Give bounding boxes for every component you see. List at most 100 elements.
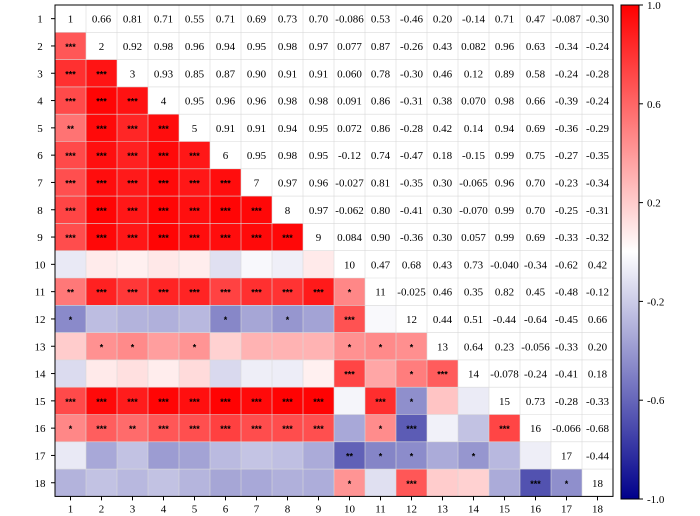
y-tick-label: 18 [35,478,47,490]
grid-layer [54,4,614,497]
heatmap-cell-11-4 [148,278,179,306]
heatmap-cell-3-7 [241,59,272,87]
significance-stars: *** [65,233,76,243]
heatmap-cell-11-8 [272,278,303,306]
heatmap-cell-14-1 [55,359,86,388]
heatmap-cell-7-4 [148,168,179,197]
y-tick-label: 6 [37,150,43,162]
heatmap-cell-1-9 [303,5,334,33]
x-tick-label: 10 [344,503,356,515]
heatmap-cell-12-4 [148,305,179,333]
correlation-value: 0.94 [216,41,236,53]
heatmap-cell-2-12 [396,32,427,60]
heatmap-cell-11-14 [458,278,489,306]
correlation-value: 0.96 [185,41,205,53]
significance-stars: *** [65,97,76,107]
heatmap-cell-8-14 [458,196,489,224]
correlation-value: 0.66 [588,314,608,326]
heatmap-cell-18-12 [396,469,427,497]
correlation-value: -0.066 [552,423,581,435]
correlation-value: -0.62 [555,259,578,271]
heatmap-cell-15-9 [303,387,334,415]
significance-stars: *** [127,124,138,134]
heatmap-cell-8-17 [551,196,582,224]
heatmap-cell-15-15 [489,387,520,415]
correlation-value: 0.060 [337,68,362,80]
heatmap-cell-9-18 [582,223,613,251]
correlation-value: 0.20 [588,341,608,353]
heatmap-cell-17-6 [210,441,241,470]
significance-stars: * [410,370,414,380]
heatmap-cell-6-6 [210,141,241,169]
significance-stars: *** [282,397,293,407]
correlation-value: 0.95 [247,41,267,53]
significance-stars: * [410,451,414,461]
heatmap-cell-8-13 [427,196,458,224]
heatmap-cell-13-12 [396,332,427,360]
correlation-value: -0.28 [400,123,423,135]
heatmap-cell-12-9 [303,305,334,333]
significance-stars: *** [127,206,138,216]
significance-stars: *** [158,124,169,134]
heatmap-cell-10-7 [241,250,272,278]
correlation-value: 0.66 [526,96,546,108]
heatmap-cell-14-3 [117,359,148,388]
significance-stars: *** [344,370,355,380]
correlation-value: 0.45 [526,287,546,299]
correlation-value: 0.66 [92,14,112,26]
significance-stars: *** [282,233,293,243]
correlation-value: 0.58 [526,68,546,80]
correlation-value: -0.45 [555,314,578,326]
significance-stars: *** [127,288,138,298]
correlation-value: 0.95 [309,123,329,135]
heatmap-cell-12-5 [179,305,210,333]
significance-stars: *** [127,397,138,407]
heatmap-cell-14-11 [365,359,396,388]
heatmap-cell-4-6 [210,86,241,115]
significance-stars: *** [158,151,169,161]
heatmap-cell-3-12 [396,59,427,87]
heatmap-cell-18-15 [489,469,520,497]
heatmap-cell-5-6 [210,114,241,142]
heatmap-cell-7-13 [427,168,458,197]
significance-stars: *** [65,42,76,52]
heatmap-cell-17-3 [117,441,148,470]
heatmap-cell-5-13 [427,114,458,142]
correlation-value: -0.46 [400,14,423,26]
correlation-value: 0.92 [123,41,142,53]
y-tick-label: 17 [35,450,47,462]
heatmap-cell-4-13 [427,86,458,115]
heatmap-cell-5-4 [148,114,179,142]
heatmap-cell-5-2 [86,114,117,142]
correlation-value: -0.12 [338,150,361,162]
heatmap-cell-9-3 [117,223,148,251]
heatmap-cell-17-15 [489,441,520,470]
heatmap-cell-16-16 [520,414,551,442]
heatmap-cell-15-1 [55,387,86,415]
heatmap-cell-7-1 [55,168,86,197]
y-tick-label: 10 [35,259,47,271]
heatmap-cell-18-17 [551,469,582,497]
heatmap-cell-16-6 [210,414,241,442]
correlation-value: -0.27 [555,150,578,162]
heatmap-cell-17-1 [55,441,86,470]
heatmap-cell-13-14 [458,332,489,360]
heatmap-cell-1-12 [396,5,427,33]
correlation-value: -0.36 [400,232,423,244]
diagonal-label: 6 [223,150,229,162]
heatmap-cell-11-12 [396,278,427,306]
significance-stars: *** [220,206,231,216]
heatmap-cell-2-13 [427,32,458,60]
correlation-value: -0.36 [555,123,578,135]
heatmap-cell-6-13 [427,141,458,169]
heatmap-cell-1-10 [334,5,365,33]
heatmap-cell-18-5 [179,469,210,497]
heatmap-cell-1-8 [272,5,303,33]
significance-stars: *** [282,288,293,298]
heatmap-cell-12-8 [272,305,303,333]
significance-stars: *** [530,479,541,489]
heatmap-cell-7-18 [582,168,613,197]
heatmap-cell-11-17 [551,278,582,306]
correlation-value: -0.062 [335,205,363,217]
heatmap-cell-11-3 [117,278,148,306]
